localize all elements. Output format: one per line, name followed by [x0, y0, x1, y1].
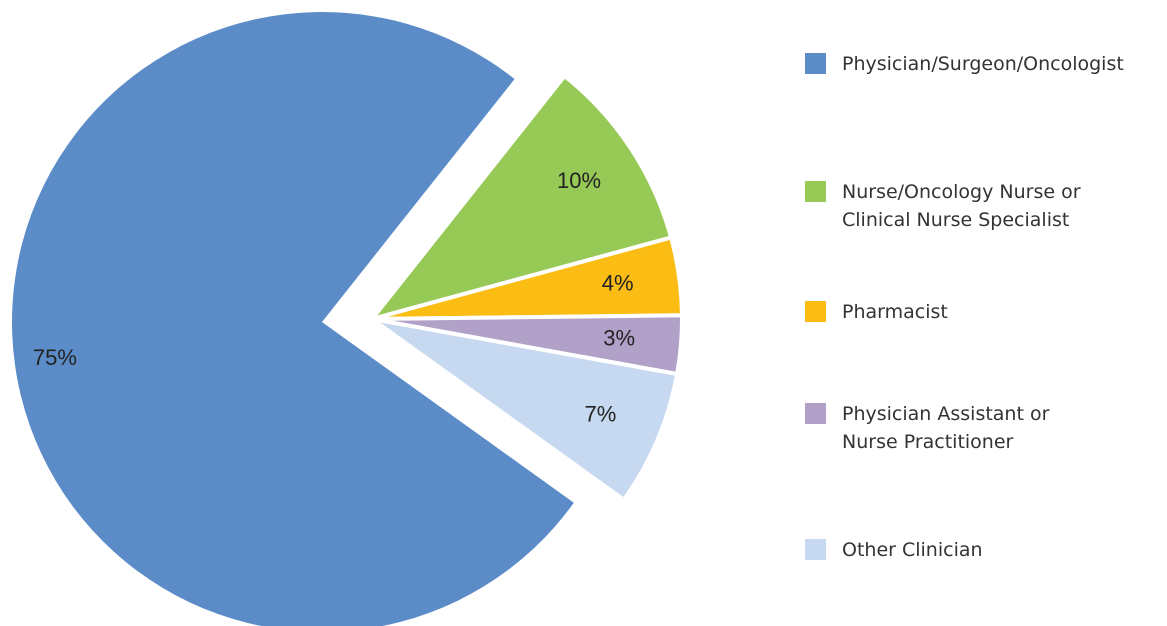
- legend-swatch: [805, 403, 826, 424]
- legend-label: Physician Assistant or Nurse Practitione…: [842, 403, 1050, 453]
- legend-swatch: [805, 539, 826, 560]
- legend-label: Other Clinician: [842, 539, 983, 561]
- data-label: 3%: [603, 325, 635, 350]
- pie-slice: [366, 73, 674, 323]
- legend-swatch: [805, 301, 826, 322]
- legend-item: Other Clinician: [805, 536, 983, 564]
- pie-slice: [370, 317, 680, 503]
- data-label: 7%: [584, 401, 616, 426]
- legend-item: Nurse/Oncology Nurse or Clinical Nurse S…: [805, 178, 1081, 234]
- legend-label: Pharmacist: [842, 301, 948, 323]
- legend-swatch: [805, 53, 826, 74]
- data-label: 75%: [33, 345, 77, 370]
- legend-item: Physician Assistant or Nurse Practitione…: [805, 400, 1049, 456]
- legend-item: Pharmacist: [805, 298, 948, 326]
- data-label: 10%: [557, 168, 601, 193]
- data-label: 4%: [602, 270, 634, 295]
- legend-item: Physician/Surgeon/Oncologist: [805, 50, 1124, 78]
- pie-slice: [12, 12, 574, 626]
- legend-label: Physician/Surgeon/Oncologist: [842, 53, 1124, 75]
- legend-label: Nurse/Oncology Nurse or Clinical Nurse S…: [842, 181, 1081, 231]
- legend-swatch: [805, 181, 826, 202]
